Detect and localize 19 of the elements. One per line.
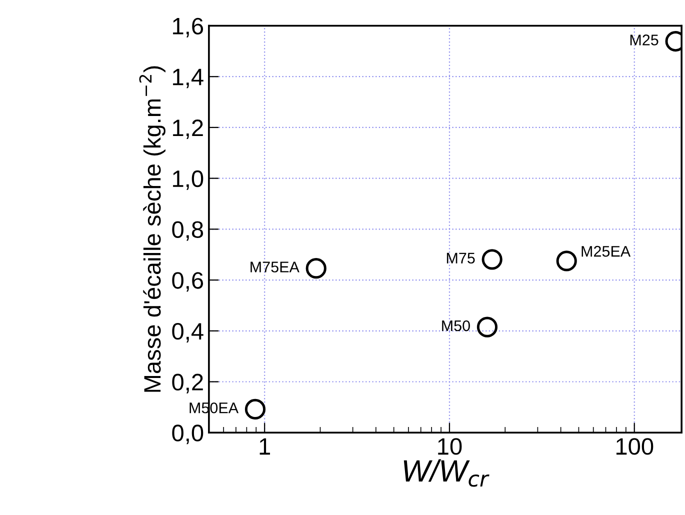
x-tick-label: 1	[260, 438, 270, 455]
x-tick-label: 100	[616, 438, 654, 455]
y-axis-title: Masse d'écaille sèche (kg.m$^{−2}$)	[139, 66, 166, 392]
x-tick-label: 10	[438, 438, 462, 455]
annotation: M75EA	[250, 262, 300, 272]
y-tick-label: 0,8	[172, 221, 204, 241]
annotation: M25	[630, 34, 658, 46]
y-tick-label: 1,4	[173, 68, 204, 88]
y-tick-label: 1,2	[173, 120, 203, 140]
y-tick-label: 0,2	[172, 374, 203, 394]
y-tick-label: 1,0	[173, 170, 204, 190]
annotation: M50	[442, 320, 470, 332]
y-tick-label: 0,0	[172, 424, 204, 444]
annotation: M25EA	[582, 246, 631, 257]
y-tick-label: 0,4	[172, 322, 204, 342]
y-tick-label: 1,6	[173, 18, 204, 38]
y-tick-label: 0,6	[172, 272, 204, 292]
annotation: M75	[446, 252, 475, 264]
x-axis-title: W/W$_{cr}$	[404, 459, 490, 487]
